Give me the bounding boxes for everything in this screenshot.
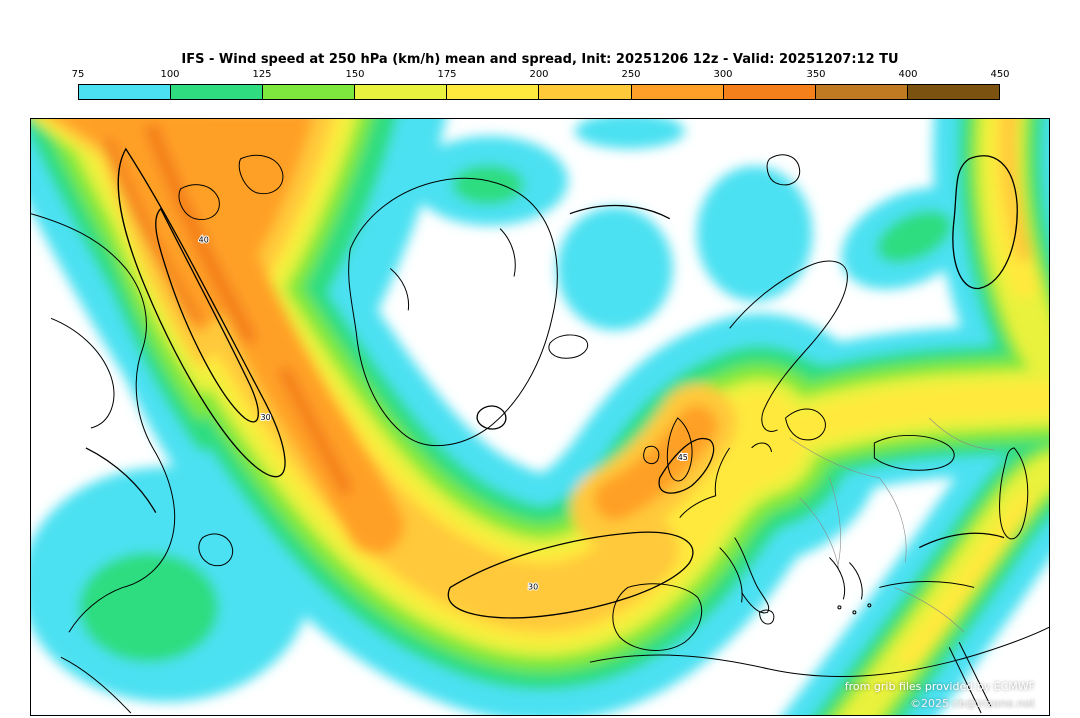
colorbar-segment [539, 85, 632, 99]
colorbar-segment [447, 85, 540, 99]
wind-speed-field [31, 119, 1049, 715]
coastlines [31, 154, 1049, 714]
tick-label: 250 [621, 69, 641, 80]
wind-speed-map: 40 30 45 30 from grib files provided by … [30, 118, 1050, 716]
tick-label: 350 [806, 69, 826, 80]
spread-contours [85, 147, 1018, 619]
map-canvas: 40 30 45 30 [31, 119, 1049, 715]
tick-label: 450 [990, 69, 1010, 80]
credits-copyright: ©2025 cb@irizone.net [910, 697, 1035, 710]
band-300 [102, 122, 353, 495]
tick-label: 175 [437, 69, 457, 80]
contour-label: 45 [678, 453, 688, 462]
tick-label: 300 [713, 69, 733, 80]
colorbar-segment [815, 85, 908, 99]
contour-label: 30 [528, 582, 538, 591]
tick-label: 100 [160, 69, 180, 80]
tick-label: 125 [252, 69, 272, 80]
colorbar-segment [171, 85, 264, 99]
colorbar-segment [263, 85, 356, 99]
contour-labels: 40 30 45 30 [198, 235, 689, 593]
border-lines [789, 417, 995, 633]
colorbar-segment [631, 85, 724, 99]
contour-label: 40 [199, 236, 209, 245]
tick-label: 400 [898, 69, 918, 80]
credits-source: from grib files provided by ECMWF [844, 680, 1035, 693]
page-title: IFS - Wind speed at 250 hPa (km/h) mean … [181, 52, 899, 67]
colorbar-segment [723, 85, 816, 99]
wind-speed-colorbar [78, 84, 1000, 100]
tick-label: 75 [71, 69, 85, 80]
colorbar-tick-labels: 75 100 125 150 175 200 250 300 350 400 4… [0, 69, 1080, 81]
tick-label: 150 [345, 69, 365, 80]
colorbar-segment [907, 85, 999, 99]
colorbar-segment [79, 85, 172, 99]
tick-label: 200 [529, 69, 549, 80]
contour-label: 30 [261, 413, 271, 422]
colorbar-segment [355, 85, 448, 99]
